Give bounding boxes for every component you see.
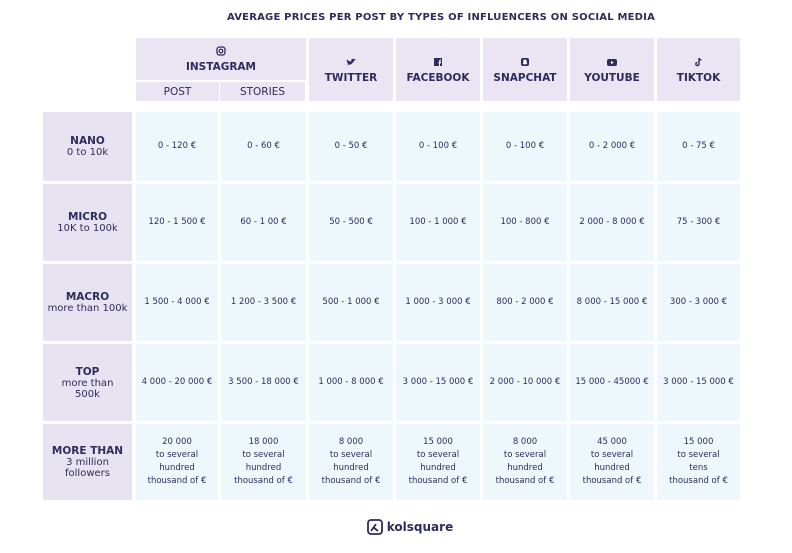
network-icon: [346, 58, 356, 65]
price-cell: 1 000 - 3 000 €: [396, 264, 480, 341]
row-subtitle: 10K to 100k: [57, 223, 118, 234]
title: AVERAGE PRICES PER POST BY TYPES OF INFL…: [226, 11, 656, 23]
price-cell: 0 - 60 €: [221, 112, 306, 181]
footer-logo: kolsquare: [340, 515, 480, 539]
price-cell: 8 000 to several hundred thousand of €: [309, 424, 393, 500]
column-header: TIKTOK: [657, 38, 740, 101]
row-subtitle: 3 million followers: [65, 457, 110, 479]
row-name: MACRO: [65, 291, 110, 303]
header-text: POST: [163, 85, 192, 98]
row-subtitle: more than 500k: [61, 377, 114, 400]
price-cell: 1 000 - 8 000 €: [309, 344, 393, 421]
column-header: FACEBOOK: [396, 38, 480, 101]
price-cell: 15 000 - 45000 €: [570, 344, 654, 421]
price-cell: 18 000 to several hundred thousand of €: [221, 424, 306, 500]
column-header: SNAPCHAT: [483, 38, 567, 101]
row-header: TOP more than 500k: [43, 344, 132, 421]
price-cell: 1 500 - 4 000 €: [136, 264, 218, 341]
price-cell: 75 - 300 €: [657, 184, 740, 261]
price-cell: 0 - 2 000 €: [570, 112, 654, 181]
price-cell: 20 000 to several hundred thousand of €: [136, 424, 218, 500]
network-icon: [434, 57, 442, 66]
price-cell: 500 - 1 000 €: [309, 264, 393, 341]
row-header: MORE THAN 3 million followers: [43, 424, 132, 500]
header-text: SNAPCHAT: [493, 71, 557, 84]
row-name: MICRO: [67, 211, 108, 223]
price-cell: 15 000 to several tens thousand of €: [657, 424, 740, 500]
row-name: NANO: [70, 135, 105, 147]
price-cell: 8 000 - 15 000 €: [570, 264, 654, 341]
price-cell: 100 - 1 000 €: [396, 184, 480, 261]
price-cell: 3 000 - 15 000 €: [657, 344, 740, 421]
column-group-header: INSTAGRAM: [136, 38, 306, 80]
header-text: STORIES: [239, 85, 286, 98]
row-subtitle: 0 to 10k: [66, 147, 109, 158]
price-cell: 60 - 1 00 €: [221, 184, 306, 261]
row-name: TOP: [75, 365, 100, 378]
row-header: MACRO more than 100k: [43, 264, 132, 341]
logo-icon: [366, 519, 383, 535]
subcolumn-header: STORIES: [220, 82, 305, 101]
header-text: TWITTER: [324, 71, 378, 84]
price-cell: 3 500 - 18 000 €: [221, 344, 306, 421]
price-cell: 2 000 - 10 000 €: [483, 344, 567, 421]
header-text: INSTAGRAM: [185, 61, 256, 73]
row-name: MORE THAN: [51, 445, 124, 457]
price-cell: 0 - 50 €: [309, 112, 393, 181]
header-text: FACEBOOK: [406, 71, 470, 84]
price-cell: 4 000 - 20 000 €: [136, 344, 218, 421]
column-header: TWITTER: [309, 38, 393, 101]
row-header: NANO 0 to 10k: [43, 112, 132, 181]
price-cell: 300 - 3 000 €: [657, 264, 740, 341]
network-icon: [521, 57, 529, 66]
header-text: YOUTUBE: [584, 71, 640, 84]
subcolumn-header: POST: [136, 82, 219, 101]
network-icon: [694, 57, 702, 66]
price-cell: 0 - 120 €: [136, 112, 218, 181]
price-cell: 0 - 75 €: [657, 112, 740, 181]
price-cell: 2 000 - 8 000 €: [570, 184, 654, 261]
network-icon: [216, 46, 226, 56]
network-icon: [607, 58, 617, 66]
column-header: YOUTUBE: [570, 38, 654, 101]
price-cell: 0 - 100 €: [396, 112, 480, 181]
header-text: TIKTOK: [676, 71, 721, 84]
price-cell: 1 200 - 3 500 €: [221, 264, 306, 341]
row-subtitle: more than 100k: [47, 303, 128, 314]
price-cell: 3 000 - 15 000 €: [396, 344, 480, 421]
footer-text: kolsquare: [386, 520, 454, 534]
price-cell: 45 000 to several hundred thousand of €: [570, 424, 654, 500]
price-cell: 100 - 800 €: [483, 184, 567, 261]
price-cell: 120 - 1 500 €: [136, 184, 218, 261]
price-cell: 800 - 2 000 €: [483, 264, 567, 341]
row-header: MICRO 10K to 100k: [43, 184, 132, 261]
price-cell: 15 000 to several hundred thousand of €: [396, 424, 480, 500]
price-cell: 8 000 to several hundred thousand of €: [483, 424, 567, 500]
price-cell: 50 - 500 €: [309, 184, 393, 261]
price-cell: 0 - 100 €: [483, 112, 567, 181]
